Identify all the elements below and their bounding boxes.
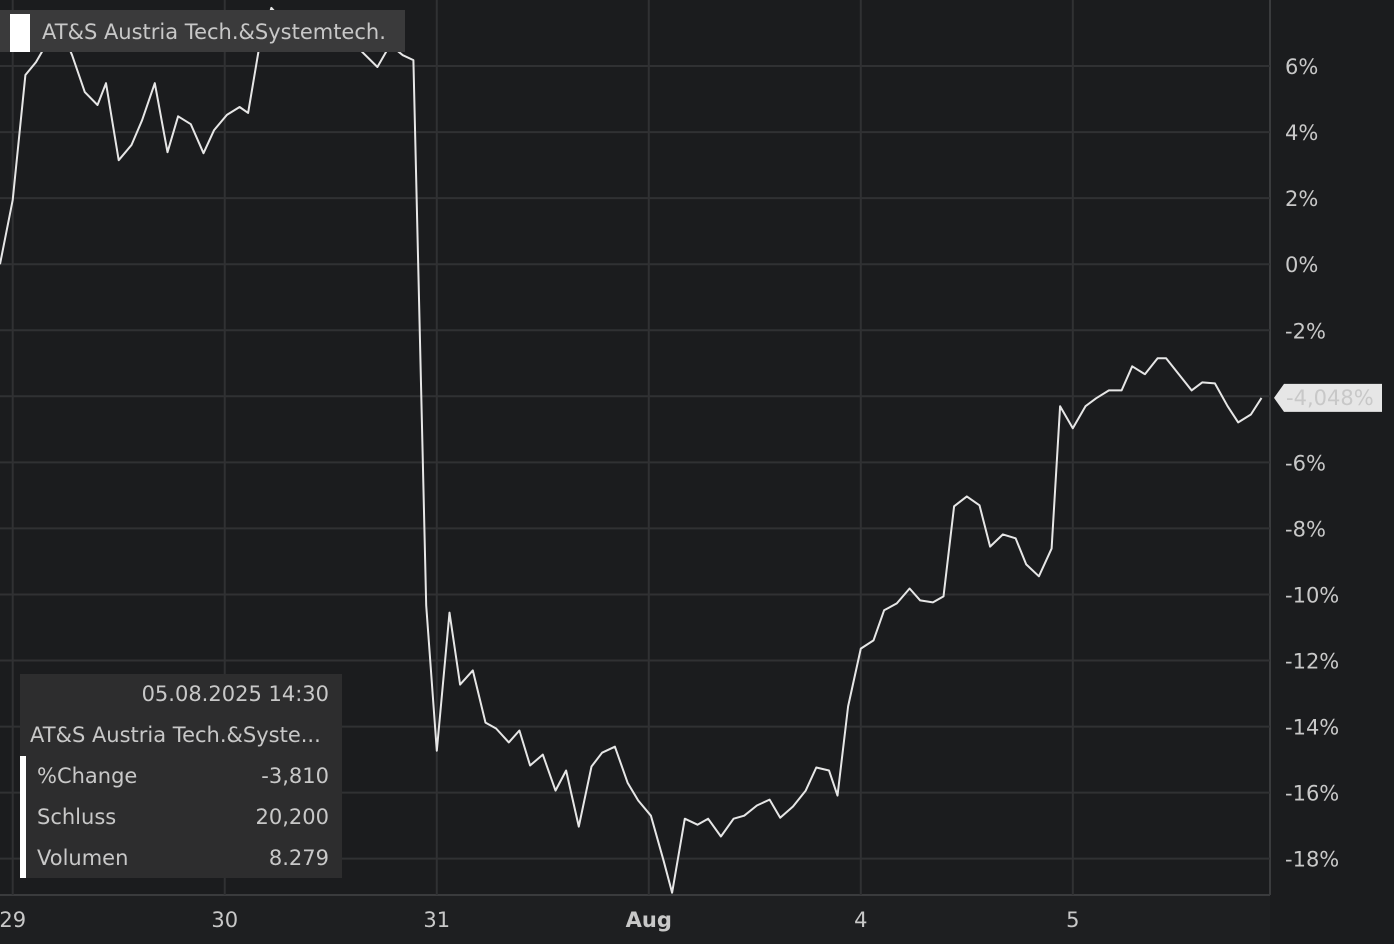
legend-label: AT&S Austria Tech.&Systemtech.	[42, 20, 386, 44]
tooltip-key: Volumen	[37, 846, 128, 870]
x-tick-label: 30	[211, 908, 238, 932]
y-tick-label: -10%	[1285, 583, 1339, 607]
y-tick-label: -2%	[1285, 319, 1326, 343]
y-tick-label: -14%	[1285, 716, 1339, 740]
y-tick-label: -8%	[1285, 517, 1326, 541]
tooltip-box	[20, 674, 342, 878]
tooltip-swatch	[20, 756, 26, 878]
x-tick-label: 5	[1066, 908, 1079, 932]
legend-box	[0, 10, 405, 52]
y-tick-label: 2%	[1285, 187, 1318, 211]
y-tick-label: -16%	[1285, 782, 1339, 806]
tooltip-value: 8.279	[269, 846, 329, 870]
y-tick-label: -18%	[1285, 848, 1339, 872]
tooltip-value: -3,810	[261, 764, 329, 788]
y-tick-label: 0%	[1285, 253, 1318, 277]
tooltip-key: Schluss	[37, 805, 116, 829]
x-tick-label: Aug	[626, 908, 672, 932]
y-tick-label: -12%	[1285, 650, 1339, 674]
y-tick-label: 4%	[1285, 121, 1318, 145]
last-value-flag	[1274, 383, 1382, 412]
y-tick-label: 6%	[1285, 55, 1318, 79]
tooltip-key: %Change	[37, 764, 137, 788]
tooltip-date: 05.08.2025 14:30	[142, 682, 329, 706]
x-axis-band	[0, 896, 1270, 944]
y-tick-label: -6%	[1285, 451, 1326, 475]
x-tick-label: 31	[423, 908, 450, 932]
tooltip-name: AT&S Austria Tech.&Syste...	[30, 723, 321, 747]
x-tick-label: 29	[0, 908, 26, 932]
last-value-label: -4,048%	[1286, 386, 1374, 410]
price-line	[0, 6, 1263, 894]
x-tick-label: 4	[854, 908, 867, 932]
tooltip-value: 20,200	[256, 805, 329, 829]
legend-swatch	[10, 14, 30, 52]
